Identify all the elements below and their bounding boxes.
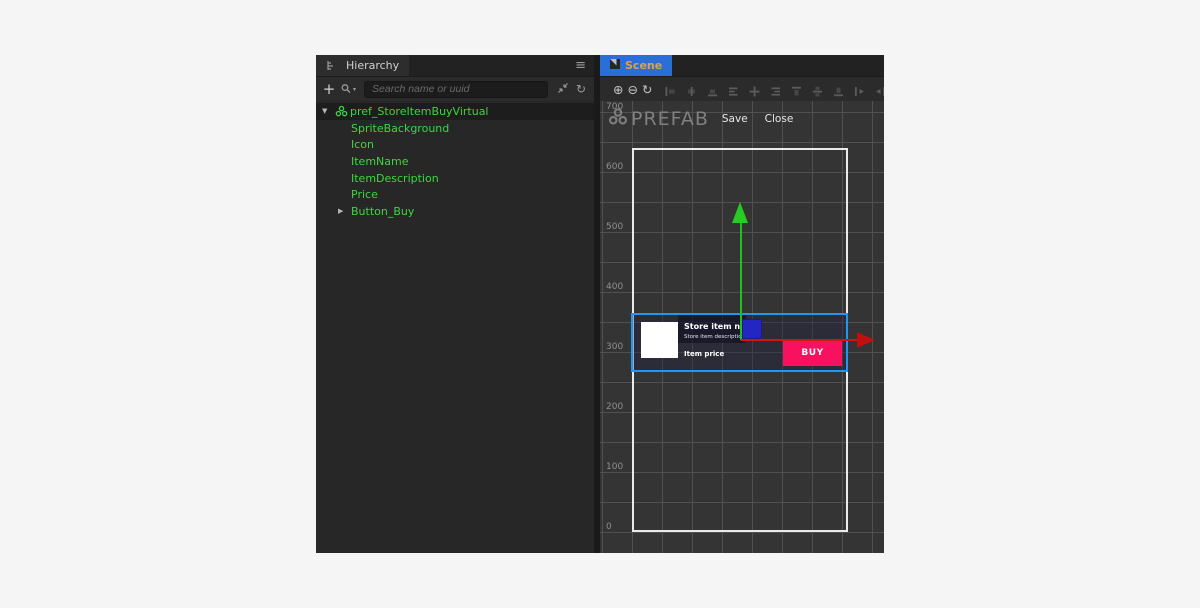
- collapse-all-icon[interactable]: [556, 82, 570, 97]
- ruler-label: 300: [606, 342, 624, 352]
- scene-canvas[interactable]: 700 600 500 400 300 200 100 0 PREFAB Save Close…: [600, 101, 884, 553]
- store-item-name-label: Store item name: [684, 322, 760, 331]
- distribute-h-icon[interactable]: [853, 83, 866, 96]
- ruler-label: 0: [606, 522, 612, 532]
- ruler-label: 400: [606, 282, 624, 292]
- anchor-left-icon[interactable]: [664, 83, 677, 96]
- tree-item-SpriteBackground[interactable]: SpriteBackground: [316, 120, 594, 137]
- reset-view-icon[interactable]: ↻: [641, 81, 653, 97]
- panel-menu-icon[interactable]: ≡: [575, 58, 586, 73]
- tree-item-label: Icon: [351, 138, 374, 152]
- editor-window: Hierarchy ≡ + ▾ ↻ ▼ pref_StoreItemBuyVirt…: [316, 55, 884, 553]
- prefab-icon: [608, 107, 628, 131]
- refresh-icon[interactable]: ↻: [575, 82, 587, 96]
- ruler-label: 500: [606, 222, 624, 232]
- hierarchy-tree-icon: [326, 60, 341, 71]
- anchor-center-icon[interactable]: [685, 83, 698, 96]
- align-left-icon[interactable]: [727, 83, 740, 96]
- tree-item-Price[interactable]: Price: [316, 186, 594, 203]
- caret-right-icon[interactable]: ▶: [338, 207, 344, 216]
- distribute-v-icon[interactable]: [874, 83, 884, 96]
- search-filter-caret-icon: ▾: [353, 85, 357, 93]
- search-filter-icon[interactable]: ▾: [340, 83, 356, 95]
- align-top-icon[interactable]: [790, 83, 803, 96]
- ruler-label: 600: [606, 162, 624, 172]
- gizmo-x-axis-arrow-icon[interactable]: [857, 332, 875, 348]
- prefab-mode-title: PREFAB: [631, 108, 709, 130]
- tree-item-label: SpriteBackground: [351, 121, 450, 135]
- scene-tabbar: Scene: [600, 55, 884, 77]
- tree-item-ItemDescription[interactable]: ItemDescription: [316, 170, 594, 187]
- scene-toolbar: ⊕ ⊖ ↻: [600, 77, 884, 101]
- tab-scene[interactable]: Scene: [600, 55, 673, 76]
- ruler-label: 200: [606, 402, 624, 412]
- anchor-bottom-icon[interactable]: [706, 83, 719, 96]
- scene-tab-icon: [610, 59, 620, 72]
- prefab-mode-bar: PREFAB Save Close: [608, 107, 793, 131]
- ruler-label: 100: [606, 462, 624, 472]
- store-item-description-label: Store item description: [684, 334, 746, 340]
- tree-item-ItemName[interactable]: ItemName: [316, 153, 594, 170]
- buy-button[interactable]: BUY: [783, 339, 842, 366]
- tree-item-label: Button_Buy: [351, 204, 415, 218]
- scene-tab-label: Scene: [625, 59, 663, 72]
- hierarchy-tabbar: Hierarchy ≡: [316, 55, 594, 77]
- scene-panel: Scene ⊕ ⊖ ↻ 700 600 500 400 300 200 100 0 PREFA…: [600, 55, 884, 553]
- store-item-icon-placeholder[interactable]: [641, 322, 678, 358]
- hierarchy-panel: Hierarchy ≡ + ▾ ↻ ▼ pref_StoreItemBuyVirt…: [316, 55, 594, 553]
- search-input[interactable]: [364, 80, 548, 98]
- store-item-price-label: Item price: [684, 350, 725, 358]
- align-vcenter-icon[interactable]: [748, 83, 761, 96]
- hierarchy-toolbar: + ▾ ↻: [316, 77, 594, 101]
- hierarchy-tab-label: Hierarchy: [346, 59, 400, 72]
- store-item-text-background: [678, 315, 746, 343]
- prefab-icon: [335, 105, 350, 118]
- hierarchy-tree: ▼ pref_StoreItemBuyVirtual SpriteBackgroun…: [316, 101, 594, 553]
- tree-item-Button_Buy[interactable]: ▶ Button_Buy: [316, 203, 594, 220]
- prefab-close-button[interactable]: Close: [764, 113, 794, 125]
- panel-divider[interactable]: [594, 55, 600, 553]
- align-middle-icon[interactable]: [811, 83, 824, 96]
- align-tools: [664, 83, 884, 96]
- add-node-button[interactable]: +: [322, 79, 336, 98]
- gizmo-y-axis[interactable]: [739, 222, 742, 340]
- tree-item-label: pref_StoreItemBuyVirtual: [350, 104, 489, 118]
- tree-item-pref_StoreItemBuyVirtual[interactable]: ▼ pref_StoreItemBuyVirtual: [316, 103, 594, 120]
- tab-hierarchy[interactable]: Hierarchy: [316, 55, 410, 76]
- zoom-out-icon[interactable]: ⊖: [627, 81, 638, 97]
- ruler-label: 700: [606, 102, 624, 112]
- tree-item-Icon[interactable]: Icon: [316, 136, 594, 153]
- gizmo-center-handle[interactable]: [742, 319, 762, 339]
- tree-item-label: Price: [351, 188, 378, 202]
- gizmo-x-axis[interactable]: [741, 339, 857, 341]
- tree-item-label: ItemDescription: [351, 171, 439, 185]
- tree-item-label: ItemName: [351, 154, 409, 168]
- align-bottom-icon[interactable]: [832, 83, 845, 96]
- align-right-icon[interactable]: [769, 83, 782, 96]
- gizmo-y-axis-arrow-icon[interactable]: [732, 202, 748, 223]
- caret-down-icon[interactable]: ▼: [322, 107, 328, 116]
- zoom-in-icon[interactable]: ⊕: [613, 81, 624, 97]
- prefab-save-button[interactable]: Save: [721, 113, 748, 125]
